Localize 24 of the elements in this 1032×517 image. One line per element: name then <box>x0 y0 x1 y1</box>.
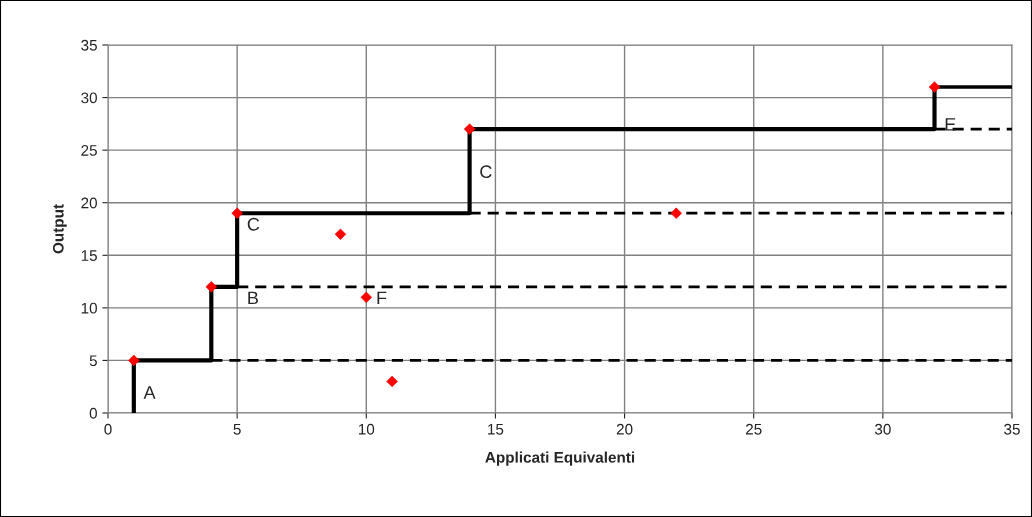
y-tick-label: 15 <box>81 250 97 261</box>
annotation: C <box>247 217 260 231</box>
annotation: F <box>377 291 387 305</box>
annotation: B <box>248 291 258 305</box>
x-tick-label: 30 <box>874 423 891 435</box>
y-tick-label: 25 <box>81 145 97 156</box>
x-tick-label: 35 <box>1004 423 1020 435</box>
annotation: C <box>480 165 492 179</box>
x-axis-title: Applicati Equivalenti <box>485 451 635 466</box>
y-tick-label: 30 <box>81 92 97 104</box>
x-tick-label: 0 <box>104 423 112 435</box>
y-tick-label: 35 <box>81 39 97 51</box>
y-tick-label: 10 <box>81 302 97 314</box>
x-tick-label: 5 <box>233 423 241 435</box>
y-axis-title: Output <box>52 204 67 254</box>
annotation: E <box>945 118 956 131</box>
x-tick-label: 25 <box>745 423 762 435</box>
x-tick-label: 20 <box>616 423 633 435</box>
annotation: A <box>143 386 156 399</box>
x-tick-label: 10 <box>358 423 375 435</box>
x-tick-label: 15 <box>488 423 504 435</box>
y-tick-label: 0 <box>89 407 97 419</box>
y-tick-label: 5 <box>89 355 97 367</box>
y-tick-label: 20 <box>81 197 97 209</box>
